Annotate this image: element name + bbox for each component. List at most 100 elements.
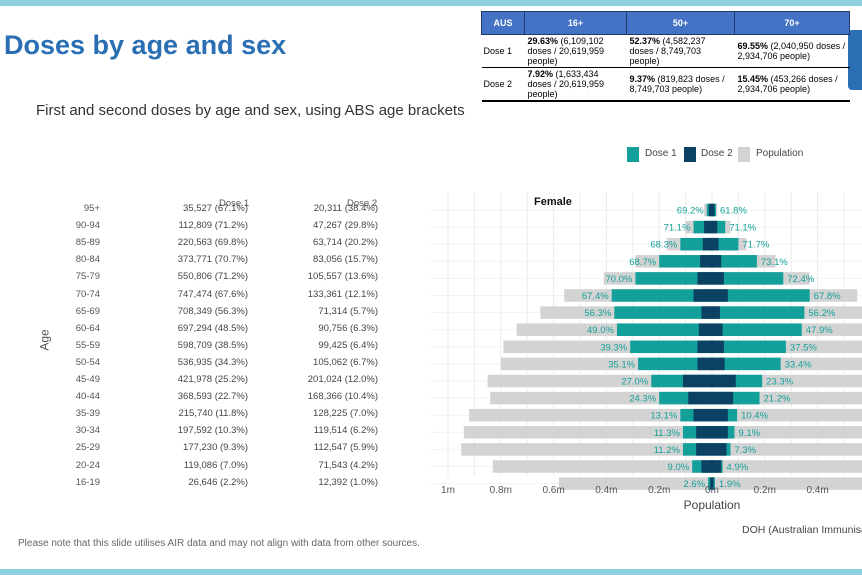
column-header-dose1: Dose 1 — [219, 198, 250, 209]
x-axis-label: Population — [684, 498, 741, 512]
summary-cell: 29.63% (6,109,102 doses / 20,619,959 peo… — [524, 34, 627, 68]
summary-header-50plus: 50+ — [626, 11, 735, 35]
dose1-bar-male — [712, 272, 784, 285]
female-dose1-pct-label: 71.1% — [664, 223, 691, 234]
panel-label-female: Female — [534, 196, 572, 208]
legend-swatch-dose2 — [684, 147, 696, 162]
summary-row-label: Dose 2 — [481, 67, 525, 102]
dose2-bar-male — [712, 357, 725, 371]
dose2-bar-male — [712, 443, 727, 456]
dose2-bar-female — [710, 477, 712, 490]
age-bracket-label: 80-84 — [75, 254, 100, 266]
dose2-bar-male — [712, 408, 728, 422]
x-tick-label: 0.6m — [542, 485, 564, 496]
dose1-total-value: 119,086 (7.0%) — [183, 459, 248, 471]
female-dose1-pct-label: 27.0% — [621, 377, 648, 388]
source-credit: DOH (Australian Immunisati — [742, 524, 862, 536]
female-dose1-pct-label: 39.3% — [600, 342, 627, 353]
dose1-bar-female — [616, 323, 712, 336]
summary-detail: (6,109,102 doses / 20,619,959 people) — [527, 36, 605, 66]
dose1-total-value: 35,527 (67.1%) — [183, 203, 248, 214]
age-bracket-label: 35-39 — [75, 408, 100, 420]
dose2-bar-male — [712, 460, 722, 473]
legend-label-dose2: Dose 2 — [701, 148, 733, 159]
summary-detail: (819,823 doses / 8,749,703 people) — [629, 74, 725, 94]
dose1-total-value: 368,593 (22.7%) — [177, 391, 248, 403]
summary-row-dose1: Dose 1 29.63% (6,109,102 doses / 20,619,… — [481, 34, 850, 68]
dose1-total-value: 373,771 (70.7%) — [177, 254, 248, 266]
male-dose1-pct-label: 67.8% — [814, 291, 841, 302]
summary-cell: 9.37% (819,823 doses / 8,749,703 people) — [626, 67, 735, 102]
dose2-total-value: 12,392 (1.0%) — [318, 476, 378, 488]
male-dose1-pct-label: 72.4% — [787, 274, 814, 285]
male-dose1-pct-label: 7.3% — [734, 445, 756, 456]
dose2-bar-female — [697, 340, 712, 354]
male-dose1-pct-label: 21.2% — [764, 394, 791, 405]
male-dose1-pct-label: 71.7% — [742, 240, 769, 251]
summary-detail: (2,040,950 doses / 2,934,706 people) — [737, 41, 846, 61]
dose2-total-value: 71,314 (5.7%) — [318, 305, 378, 317]
population-bar-female — [490, 391, 712, 405]
dose2-bar-male — [712, 203, 715, 217]
age-bracket-label: 50-54 — [75, 356, 100, 368]
age-bracket-label: 60-64 — [75, 322, 100, 334]
age-bracket-label: 16-19 — [75, 476, 100, 488]
population-bar-female — [461, 443, 712, 456]
dose1-bar-female — [630, 340, 712, 354]
slide-subtitle: First and second doses by age and sex, u… — [36, 102, 465, 119]
age-bracket-label: 55-59 — [75, 339, 100, 351]
summary-pct: 69.55% — [737, 41, 769, 51]
summary-cell: 15.45% (453,266 doses / 2,934,706 people… — [734, 67, 850, 102]
dose2-bar-female — [693, 408, 712, 422]
age-bracket-label: 20-24 — [75, 459, 100, 471]
dose2-total-value: 20,311 (38.4%) — [313, 203, 378, 214]
dose2-total-value: 99,425 (6.4%) — [318, 339, 378, 351]
female-dose1-pct-label: 11.2% — [654, 445, 681, 456]
dose2-bar-female — [697, 357, 712, 371]
dose2-bar-male — [712, 255, 722, 268]
dose1-bar-female — [708, 477, 712, 490]
summary-pct: 15.45% — [737, 74, 769, 84]
summary-header-aus: AUS — [481, 11, 525, 35]
dose2-bar-male — [712, 374, 736, 388]
dose1-bar-female — [635, 272, 712, 285]
dose2-bar-male — [712, 237, 719, 251]
male-dose1-pct-label: 47.9% — [806, 325, 833, 336]
age-bracket-label: 45-49 — [75, 374, 100, 385]
male-dose1-pct-label: 37.5% — [790, 342, 817, 353]
dose2-bar-male — [712, 323, 723, 336]
dose2-bar-male — [712, 306, 720, 319]
dose2-total-value: 119,514 (6.2%) — [313, 425, 378, 437]
dose2-bar-female — [696, 443, 712, 456]
legend-label-population: Population — [756, 148, 804, 159]
dose2-bar-female — [698, 323, 712, 336]
dose1-total-value: 536,935 (34.3%) — [177, 356, 248, 368]
dose2-bar-male — [712, 426, 728, 439]
summary-pct: 7.92% — [527, 69, 554, 79]
female-dose1-pct-label: 68.7% — [629, 257, 656, 268]
female-dose1-pct-label: 69.2% — [677, 206, 704, 217]
column-header-dose2: Dose 2 — [347, 198, 378, 209]
summary-pct: 29.63% — [527, 36, 559, 46]
male-dose1-pct-label: 1.9% — [719, 479, 741, 490]
dose2-bar-female — [702, 237, 712, 251]
dose2-total-value: 128,225 (7.0%) — [313, 408, 378, 420]
summary-row-label: Dose 1 — [481, 34, 525, 68]
bottom-accent-strip — [0, 569, 862, 575]
age-bracket-label: 95+ — [83, 203, 100, 214]
summary-detail: (453,266 doses / 2,934,706 people) — [737, 74, 838, 94]
legend-swatch-dose1 — [627, 147, 639, 162]
dose2-bar-female — [696, 426, 712, 439]
dose1-bar-female — [638, 357, 712, 371]
age-bracket-label: 65-69 — [75, 305, 100, 317]
summary-cell: 7.92% (1,633,434 doses / 20,619,959 peop… — [524, 67, 627, 102]
dose2-total-value: 201,024 (12.0%) — [307, 374, 378, 385]
x-tick-label: 0.2m — [754, 485, 776, 496]
population-bar-male — [712, 408, 862, 422]
x-tick-label: 0.8m — [490, 485, 512, 496]
top-accent-strip — [0, 0, 862, 6]
male-dose1-pct-label: 73.1% — [761, 257, 788, 268]
dose1-total-value: 550,806 (71.2%) — [177, 271, 248, 283]
dose1-total-value: 177,230 (9.3%) — [183, 442, 248, 454]
dose2-bar-female — [701, 460, 712, 473]
